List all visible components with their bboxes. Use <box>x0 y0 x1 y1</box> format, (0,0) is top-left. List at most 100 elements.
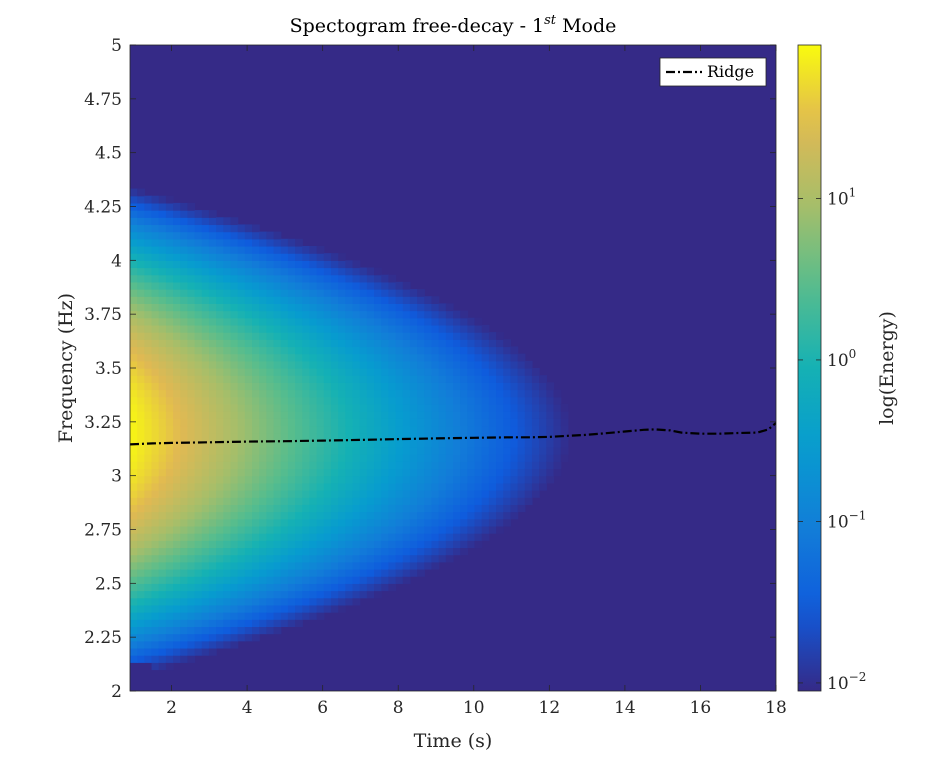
heatmap-cell <box>496 454 504 462</box>
heatmap-cell <box>151 432 160 441</box>
heatmap-cell <box>539 461 547 470</box>
heatmap-cell <box>287 332 296 340</box>
heatmap-cell <box>417 296 425 304</box>
heatmap-cell <box>259 368 267 376</box>
heatmap-cell <box>417 461 425 470</box>
heatmap-cell <box>187 619 196 627</box>
heatmap-cell <box>187 626 196 635</box>
heatmap-cell <box>151 604 160 613</box>
heatmap-cell <box>244 568 253 577</box>
heatmap-cell <box>180 504 189 513</box>
heatmap-cell <box>173 554 181 563</box>
heatmap-cell <box>374 303 382 312</box>
heatmap-cell <box>309 403 318 412</box>
heatmap-cell <box>510 490 519 498</box>
heatmap-cell <box>237 368 246 376</box>
heatmap-cell <box>273 540 282 549</box>
heatmap-cell <box>266 303 275 312</box>
heatmap-cell <box>273 597 282 606</box>
heatmap-cell <box>201 353 210 362</box>
heatmap-cell <box>151 583 160 592</box>
heatmap-cell <box>280 576 289 584</box>
heatmap-cell <box>431 403 440 412</box>
heatmap-cell <box>316 396 325 405</box>
heatmap-cell <box>309 281 318 290</box>
heatmap-cell <box>467 454 476 462</box>
heatmap-cell <box>560 403 569 412</box>
heatmap-cell <box>366 353 375 362</box>
heatmap-cell <box>137 195 145 204</box>
heatmap-cell <box>244 339 253 348</box>
heatmap-cell <box>374 583 382 592</box>
heatmap-cell <box>381 497 389 505</box>
heatmap-cell <box>151 238 160 247</box>
heatmap-cell <box>137 231 145 240</box>
heatmap-cell <box>137 339 145 348</box>
heatmap-cell <box>144 238 153 247</box>
heatmap-cell <box>503 482 512 491</box>
heatmap-cell <box>453 490 461 498</box>
heatmap-cell <box>273 561 282 570</box>
heatmap-cell <box>137 439 145 448</box>
heatmap-cell <box>137 604 145 613</box>
heatmap-cell <box>481 533 490 541</box>
heatmap-cell <box>151 245 160 254</box>
heatmap-cell <box>330 267 339 276</box>
heatmap-cell <box>151 626 160 635</box>
heatmap-cell <box>173 647 181 656</box>
heatmap-cell <box>338 389 346 398</box>
heatmap-cell <box>230 590 239 599</box>
heatmap-cell <box>223 375 232 383</box>
heatmap-cell <box>287 619 296 627</box>
heatmap-cell <box>496 360 504 369</box>
heatmap-cell <box>352 339 361 348</box>
heatmap-cell <box>259 389 267 398</box>
heatmap-cell <box>316 504 325 513</box>
heatmap-cell <box>223 267 232 276</box>
heatmap-cell <box>244 317 253 326</box>
heatmap-cell <box>424 511 433 520</box>
heatmap-cell <box>230 403 239 412</box>
heatmap-cell <box>187 554 196 563</box>
heatmap-cell <box>374 346 382 355</box>
heatmap-cell <box>388 561 397 570</box>
heatmap-cell <box>531 403 540 412</box>
heatmap-cell <box>302 554 311 563</box>
heatmap-cell <box>474 425 483 434</box>
heatmap-cell <box>158 425 167 434</box>
heatmap-cell <box>409 324 418 333</box>
heatmap-cell <box>295 310 303 319</box>
heatmap-cell <box>510 353 519 362</box>
heatmap-cell <box>524 468 533 477</box>
heatmap-cell <box>208 245 217 254</box>
heatmap-cell <box>460 475 468 484</box>
heatmap-cell <box>151 576 160 584</box>
y-tick-label: 2 <box>111 682 122 702</box>
heatmap-cell <box>496 396 504 405</box>
heatmap-cell <box>216 339 224 348</box>
heatmap-cell <box>381 332 389 340</box>
heatmap-cell <box>187 604 196 613</box>
heatmap-cell <box>453 482 461 491</box>
heatmap-cell <box>453 389 461 398</box>
heatmap-cell <box>137 317 145 326</box>
heatmap-cell <box>395 396 404 405</box>
heatmap-cell <box>144 454 153 462</box>
heatmap-cell <box>309 497 318 505</box>
heatmap-cell <box>417 324 425 333</box>
heatmap-cell <box>280 475 289 484</box>
heatmap-cell <box>151 561 160 570</box>
heatmap-cell <box>323 267 332 276</box>
heatmap-cell <box>244 253 253 261</box>
heatmap-cell <box>130 626 138 635</box>
heatmap-cell <box>223 432 232 441</box>
heatmap-cell <box>273 310 282 319</box>
heatmap-cell <box>266 332 275 340</box>
heatmap-cell <box>144 217 153 226</box>
heatmap-cell <box>216 590 224 599</box>
heatmap-cell <box>194 518 203 527</box>
heatmap-cell <box>438 310 447 319</box>
heatmap-cell <box>309 482 318 491</box>
heatmap-cell <box>144 411 153 419</box>
